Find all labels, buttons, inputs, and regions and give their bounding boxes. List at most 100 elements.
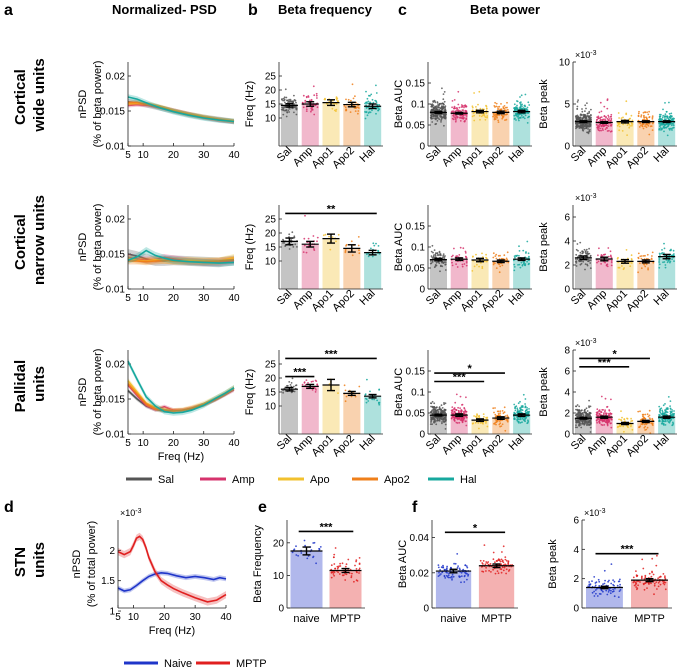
series-band-Hal: [128, 94, 234, 125]
data-point-Apo1: [631, 428, 634, 431]
data-point-Amp: [603, 115, 606, 118]
data-point-Hal: [662, 114, 665, 117]
data-point-Hal: [522, 116, 525, 118]
data-point-naive: [449, 576, 452, 579]
data-point-Hal: [670, 417, 673, 420]
data-point-naive: [466, 578, 468, 581]
bar-Hal: [364, 252, 382, 289]
data-point-Amp: [307, 382, 309, 384]
data-point-Hal: [518, 113, 521, 115]
bar-Apo2: [492, 261, 510, 289]
data-point-Apo1: [484, 118, 487, 121]
data-point-Sal: [583, 410, 586, 412]
data-point-Sal: [439, 408, 442, 411]
data-point-MPTP: [333, 563, 336, 565]
data-point-naive: [619, 589, 622, 591]
data-point-Sal: [431, 423, 433, 426]
data-point-MPTP: [500, 571, 503, 574]
data-point-Sal: [435, 264, 438, 267]
data-point-Sal: [579, 251, 582, 254]
data-point-Apo1: [479, 107, 482, 110]
data-point-Sal: [441, 421, 443, 423]
data-point-MPTP: [494, 572, 497, 575]
data-point-Hal: [366, 378, 368, 381]
data-point-naive: [593, 595, 596, 597]
data-point-Hal: [514, 412, 517, 415]
bar-Apo2: [343, 393, 361, 434]
data-point-Amp: [451, 264, 454, 267]
category-label-Apo2: Apo2: [624, 145, 651, 172]
data-point-Amp: [462, 247, 465, 250]
data-point-Apo1: [478, 90, 481, 93]
data-point-Amp: [602, 419, 605, 422]
data-point-Hal: [525, 417, 528, 419]
data-point-naive: [442, 566, 445, 568]
data-point-Sal: [435, 261, 438, 264]
y-tick-label: 10: [559, 58, 571, 69]
data-point-naive: [446, 572, 448, 574]
category-label-Apo2: Apo2: [479, 288, 506, 315]
data-point-Amp: [603, 253, 606, 256]
data-point-Hal: [660, 113, 662, 116]
data-point-naive: [610, 563, 613, 565]
data-point-Sal: [587, 121, 590, 124]
data-point-Sal: [585, 116, 588, 119]
data-point-Hal: [516, 115, 519, 118]
x-tick-label: 40: [228, 150, 240, 161]
y-tick-label: 0.02: [106, 215, 126, 226]
data-point-Sal: [436, 416, 439, 419]
data-point-Hal: [672, 249, 675, 252]
data-point-Amp: [452, 118, 455, 121]
data-point-Hal: [528, 115, 530, 118]
data-point-Apo2: [642, 116, 645, 118]
data-point-Sal: [441, 407, 444, 409]
data-point-Amp: [604, 261, 606, 264]
data-point-Amp: [463, 412, 465, 414]
data-point-MPTP: [632, 581, 635, 584]
data-point-Sal: [283, 96, 286, 99]
data-point-Hal: [659, 115, 661, 118]
data-point-Amp: [600, 395, 603, 398]
data-point-Amp: [453, 416, 455, 419]
data-point-MPTP: [653, 584, 656, 587]
data-point-Hal: [365, 90, 367, 93]
data-point-Apo1: [631, 123, 634, 125]
x-tick-label: 40: [228, 293, 240, 304]
data-point-Sal: [443, 402, 445, 404]
data-point-Apo2: [350, 99, 352, 102]
data-point-Hal: [378, 252, 381, 255]
data-point-Hal: [524, 403, 526, 405]
data-point-Amp: [597, 124, 599, 127]
data-point-Hal: [370, 247, 372, 250]
data-point-Apo2: [503, 411, 506, 414]
data-point-naive: [295, 554, 298, 556]
data-point-Apo2: [648, 116, 651, 118]
data-point-MPTP: [358, 557, 361, 559]
data-point-Hal: [518, 410, 521, 412]
data-point-Sal: [581, 250, 584, 253]
psd_stn-ylabel-1: (% of total power): [86, 521, 98, 607]
data-point-Sal: [288, 248, 291, 250]
data-point-Hal: [517, 117, 520, 120]
data-point-MPTP: [655, 581, 658, 583]
data-point-Sal: [443, 420, 446, 423]
data-point-Sal: [430, 419, 433, 422]
data-point-Amp: [597, 260, 600, 263]
data-point-Amp: [461, 105, 464, 107]
data-point-Apo1: [481, 267, 484, 270]
data-point-Amp: [607, 247, 610, 249]
data-point-Amp: [610, 264, 613, 267]
data-point-Apo2: [496, 420, 498, 422]
data-point-Apo2: [345, 108, 347, 111]
data-point-Sal: [435, 123, 438, 125]
data-point-Apo2: [344, 106, 347, 109]
data-point-MPTP: [644, 574, 647, 577]
data-point-Hal: [661, 409, 664, 412]
data-point-Hal: [367, 112, 370, 114]
data-point-naive: [602, 590, 604, 593]
data-point-Hal: [376, 107, 379, 109]
data-point-Amp: [312, 380, 314, 383]
data-point-MPTP: [657, 581, 660, 584]
data-point-MPTP: [647, 583, 650, 585]
data-point-Apo1: [471, 256, 474, 258]
